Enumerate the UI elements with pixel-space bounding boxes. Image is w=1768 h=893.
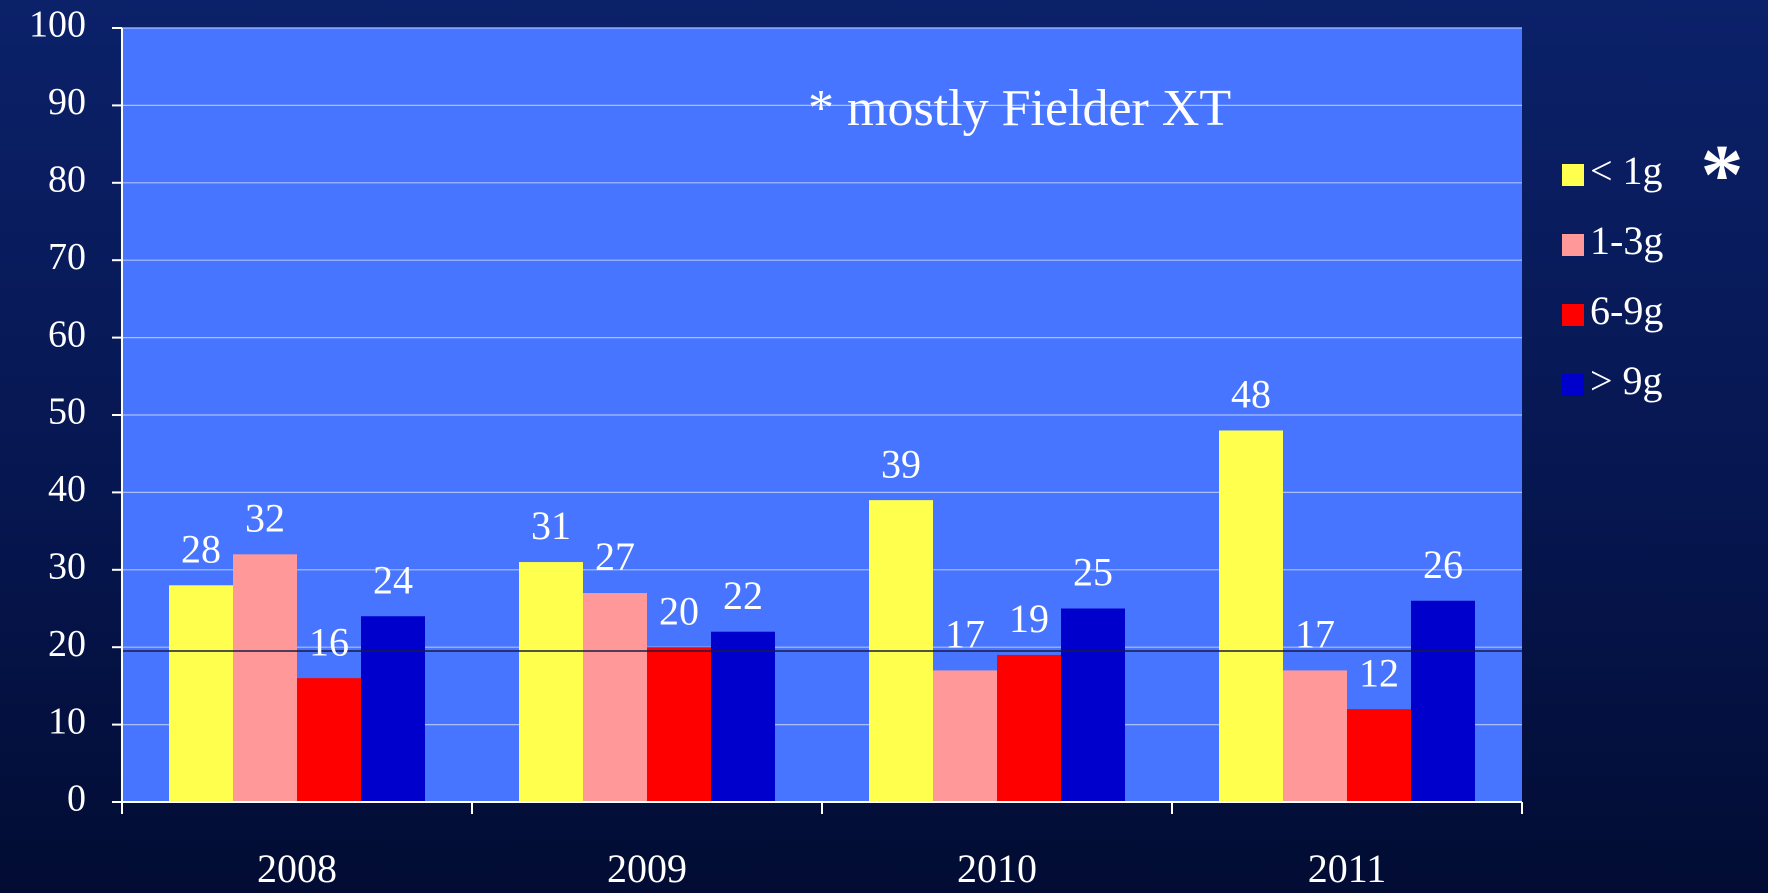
- data-label: 39: [881, 441, 921, 486]
- bar: [169, 585, 233, 802]
- legend-label: < 1g: [1590, 148, 1663, 193]
- x-tick-label: 2008: [257, 846, 337, 891]
- bars: [169, 430, 1475, 802]
- data-label: 24: [373, 557, 413, 602]
- bar: [711, 631, 775, 802]
- legend-swatch: [1562, 234, 1584, 256]
- legend-label: > 9g: [1590, 358, 1663, 403]
- x-tick-label: 2009: [607, 846, 687, 891]
- grid: [122, 27, 1522, 803]
- x-tick-label: 2011: [1308, 846, 1387, 891]
- bar: [297, 678, 361, 802]
- bar: [519, 562, 583, 802]
- y-tick-label: 0: [67, 778, 86, 820]
- data-label: 31: [531, 503, 571, 548]
- bar: [1283, 670, 1347, 802]
- data-label: 25: [1073, 550, 1113, 595]
- data-label: 16: [309, 619, 349, 664]
- annotation: * mostly Fielder XT: [808, 80, 1231, 137]
- legend-label: 1-3g: [1590, 218, 1663, 263]
- legend-swatch: [1562, 374, 1584, 396]
- y-tick-label: 30: [48, 546, 86, 588]
- bar: [1061, 608, 1125, 802]
- bar: [1219, 430, 1283, 802]
- y-tick-label: 40: [48, 468, 86, 510]
- y-tick-label: 90: [48, 81, 86, 123]
- data-label: 12: [1359, 650, 1399, 695]
- y-tick-label: 70: [48, 236, 86, 278]
- bar: [647, 647, 711, 802]
- data-label: 28: [181, 526, 221, 571]
- y-tick-label: 10: [48, 700, 86, 742]
- data-label: 48: [1231, 372, 1271, 417]
- bar: [997, 654, 1061, 802]
- data-label: 17: [1295, 612, 1335, 657]
- data-label: 17: [945, 612, 985, 657]
- y-tick-label: 20: [48, 623, 86, 665]
- bar: [933, 670, 997, 802]
- bar: [1347, 709, 1411, 802]
- data-label: 26: [1423, 542, 1463, 587]
- data-label: 27: [595, 534, 635, 579]
- annotation: *: [1701, 127, 1744, 223]
- y-tick-label: 100: [29, 4, 86, 46]
- legend-label: 6-9g: [1590, 288, 1663, 333]
- legend-swatch: [1562, 164, 1584, 186]
- data-label: 20: [659, 588, 699, 633]
- y-tick-label: 80: [48, 159, 86, 201]
- bar: [1411, 600, 1475, 802]
- y-tick-label: 60: [48, 313, 86, 355]
- data-label: 19: [1009, 596, 1049, 641]
- data-label: 22: [723, 573, 763, 618]
- bar: [583, 593, 647, 802]
- legend-swatch: [1562, 304, 1584, 326]
- bar: [233, 554, 297, 802]
- bar: [361, 616, 425, 802]
- data-label: 32: [245, 495, 285, 540]
- y-tick-label: 50: [48, 391, 86, 433]
- x-tick-label: 2010: [957, 846, 1037, 891]
